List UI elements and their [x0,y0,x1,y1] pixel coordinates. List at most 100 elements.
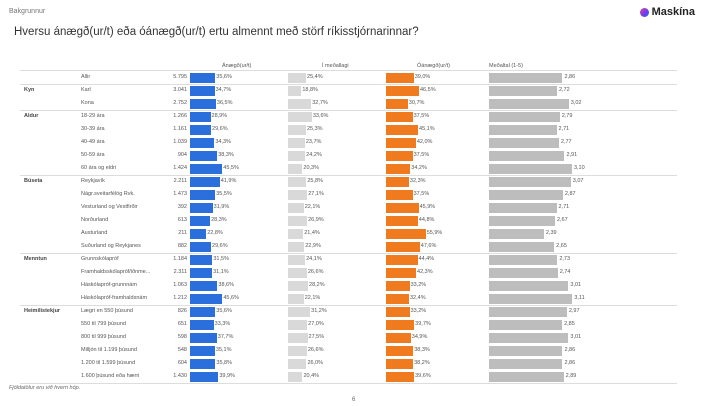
group-label: Menntun [24,256,47,262]
row-label: Suðurland og Reykjanes [81,243,141,249]
dissatisfied-value: 45,1% [419,126,435,132]
count: 1.424 [173,165,187,171]
dissatisfied-bar [386,125,419,135]
neutral-value: 27,0% [308,321,324,327]
dissatisfied-value: 37,5% [413,191,430,197]
table-row: Allir 5.795 35,6% 25,4% 39,0% 2,86 [20,71,677,84]
neutral-bar [288,372,303,382]
neutral-bar [288,333,308,343]
row-label: 1.200 til 1.599 þúsund [81,360,136,366]
mean-value: 3,11 [574,295,585,301]
count: 826 [177,308,187,314]
row-label: Grunnskólapróf [81,256,119,262]
mean-value: 2,86 [564,347,576,353]
mean-bar [489,229,544,239]
dissatisfied-value: 42,0% [416,139,433,145]
row-label: 30-39 ára [81,126,105,132]
count: 211 [178,230,187,236]
satisfied-value: 35,8% [216,360,233,366]
mean-bar [489,255,558,265]
mean-value: 2,89 [565,373,577,379]
dissatisfied-bar [386,99,408,109]
count: 1.039 [173,139,187,145]
dissatisfied-bar [386,190,413,200]
count: 2.311 [173,269,187,275]
dissatisfied-bar [386,346,414,356]
mean-bar [489,138,559,148]
satisfied-value: 37,7% [217,334,234,340]
dissatisfied-value: 34,2% [411,165,427,171]
table-row: Aldur 18-29 ára 1.266 28,9% 33,6% 37,5% 2,79 [20,110,677,123]
count: 548 [177,347,187,353]
mean-bar [489,177,571,187]
divider [20,70,677,71]
mean-value: 3,10 [573,165,585,171]
dissatisfied-bar [386,281,410,291]
count: 1.212 [173,295,187,301]
satisfied-value: 38,6% [218,282,234,288]
dissatisfied-bar [386,73,414,83]
satisfied-bar [190,320,214,330]
satisfied-bar [190,307,216,317]
neutral-bar [288,216,308,226]
satisfied-bar [190,346,215,356]
table-row: Vesturland og Vestfirðir 392 31,9% 22,1% 45,… [20,201,677,214]
satisfied-value: 31,9% [213,204,230,210]
dissatisfied-value: 37,5% [413,113,430,119]
row-label: Reykjavík [81,178,105,184]
dissatisfied-bar [386,216,418,226]
neutral-bar [288,255,306,265]
table-row: Kona 2.752 36,5% 32,7% 30,7% 3,02 [20,97,677,110]
mean-bar [489,112,560,122]
mean-bar [489,203,557,213]
satisfied-value: 31,5% [213,256,229,262]
satisfied-bar [190,112,211,122]
dissatisfied-bar [386,320,415,330]
table-row: 30-39 ára 1.161 29,6% 25,3% 45,1% 2,71 [20,123,677,136]
satisfied-value: 35,6% [216,308,232,314]
count: 2.752 [173,100,187,106]
dissatisfied-bar [386,164,411,174]
group-label: Heimilistekjur [24,308,61,314]
divider [20,383,677,384]
mean-value: 2,71 [558,204,570,210]
row-label: Nágr.sveitarfélög Rvk. [81,191,135,197]
neutral-value: 26,6% [307,269,324,275]
neutral-value: 25,3% [306,126,323,132]
dissatisfied-value: 42,3% [417,269,433,275]
neutral-value: 23,7% [305,139,322,145]
table-row: Austurland 211 22,8% 21,4% 55,9% 2,39 [20,227,677,240]
table-row: Menntun Grunnskólapróf 1.184 31,5% 24,1% 44,4… [20,253,677,266]
count: 904 [177,152,187,158]
neutral-value: 18,8% [302,87,318,93]
mean-value: 2,77 [560,139,572,145]
satisfied-bar [190,151,218,161]
neutral-bar [288,164,303,174]
neutral-value: 25,4% [307,74,323,80]
mean-bar [489,164,572,174]
mean-value: 3,02 [570,100,582,106]
satisfied-bar [190,255,213,265]
neutral-value: 27,5% [308,334,325,340]
count: 392 [177,204,187,210]
count: 598 [177,334,187,340]
neutral-value: 26,0% [307,360,324,366]
row-label: 1.600 þúsund eða hærri [81,373,140,379]
neutral-bar [288,294,304,304]
mean-value: 2,74 [559,269,571,275]
satisfied-bar [190,268,213,278]
satisfied-bar [190,164,223,174]
neutral-value: 33,6% [312,113,329,119]
count: 613 [177,217,187,223]
mean-value: 3,01 [570,334,582,340]
mean-bar [489,307,567,317]
mean-bar [489,294,573,304]
table-row: Búseta Reykjavík 2.211 41,9% 25,8% 32,3% 3,07 [20,175,677,188]
mean-bar [489,99,569,109]
dissatisfied-value: 46,5% [420,87,436,93]
mean-bar [489,216,555,226]
dissatisfied-bar [386,177,409,187]
neutral-value: 22,1% [304,204,321,210]
satisfied-value: 22,8% [207,230,223,236]
